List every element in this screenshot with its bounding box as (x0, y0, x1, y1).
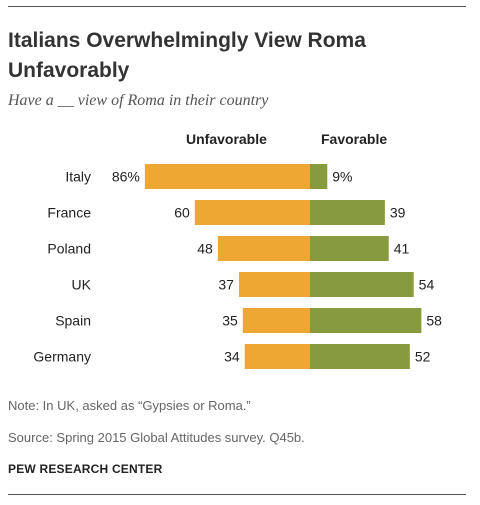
bar-favorable-germany (310, 344, 410, 369)
category-label-uk: UK (72, 277, 92, 293)
category-label-spain: Spain (55, 313, 91, 329)
value-label-favorable-uk: 54 (419, 277, 435, 293)
value-label-unfavorable-italy: 86% (112, 169, 140, 185)
value-label-favorable-italy: 9% (332, 169, 352, 185)
bar-unfavorable-italy (144, 164, 310, 189)
value-label-favorable-spain: 58 (426, 313, 442, 329)
value-label-unfavorable-spain: 35 (222, 313, 238, 329)
category-label-italy: Italy (65, 169, 91, 185)
bar-favorable-poland (310, 236, 389, 261)
bottom-rule (8, 494, 466, 495)
legend-unfavorable: Unfavorable (186, 131, 267, 147)
value-label-unfavorable-germany: 34 (224, 349, 240, 365)
chart-note: Note: In UK, asked as “Gypsies or Roma.” (8, 398, 251, 413)
bar-favorable-spain (310, 308, 422, 333)
value-label-unfavorable-poland: 48 (197, 241, 213, 257)
chart-subtitle: Have a __ view of Roma in their country (8, 92, 269, 109)
value-label-favorable-france: 39 (390, 205, 406, 221)
bar-favorable-italy (310, 164, 328, 189)
category-label-poland: Poland (47, 241, 91, 257)
diverging-bar-chart: Italy 86% 9% France 60 39 Poland 48 41 UK 37 54 Spai… (33, 164, 442, 369)
value-label-unfavorable-uk: 37 (218, 277, 234, 293)
bar-favorable-france (310, 200, 385, 225)
category-label-france: France (47, 205, 91, 221)
bar-unfavorable-poland (217, 236, 310, 261)
bar-unfavorable-france (194, 200, 310, 225)
chart-title: Italians Overwhelmingly View Roma Unfavo… (8, 29, 366, 82)
bar-unfavorable-spain (242, 308, 310, 333)
category-label-germany: Germany (33, 349, 91, 365)
top-rule (8, 6, 466, 7)
value-label-favorable-germany: 52 (415, 349, 431, 365)
chart-credit: PEW RESEARCH CENTER (8, 462, 163, 476)
value-label-unfavorable-france: 60 (174, 205, 190, 221)
legend-favorable: Favorable (321, 131, 388, 147)
bar-unfavorable-germany (244, 344, 310, 369)
chart-source: Source: Spring 2015 Global Attitudes sur… (8, 430, 305, 445)
value-label-favorable-poland: 41 (394, 241, 410, 257)
bar-favorable-uk (310, 272, 414, 297)
bar-unfavorable-uk (238, 272, 310, 297)
